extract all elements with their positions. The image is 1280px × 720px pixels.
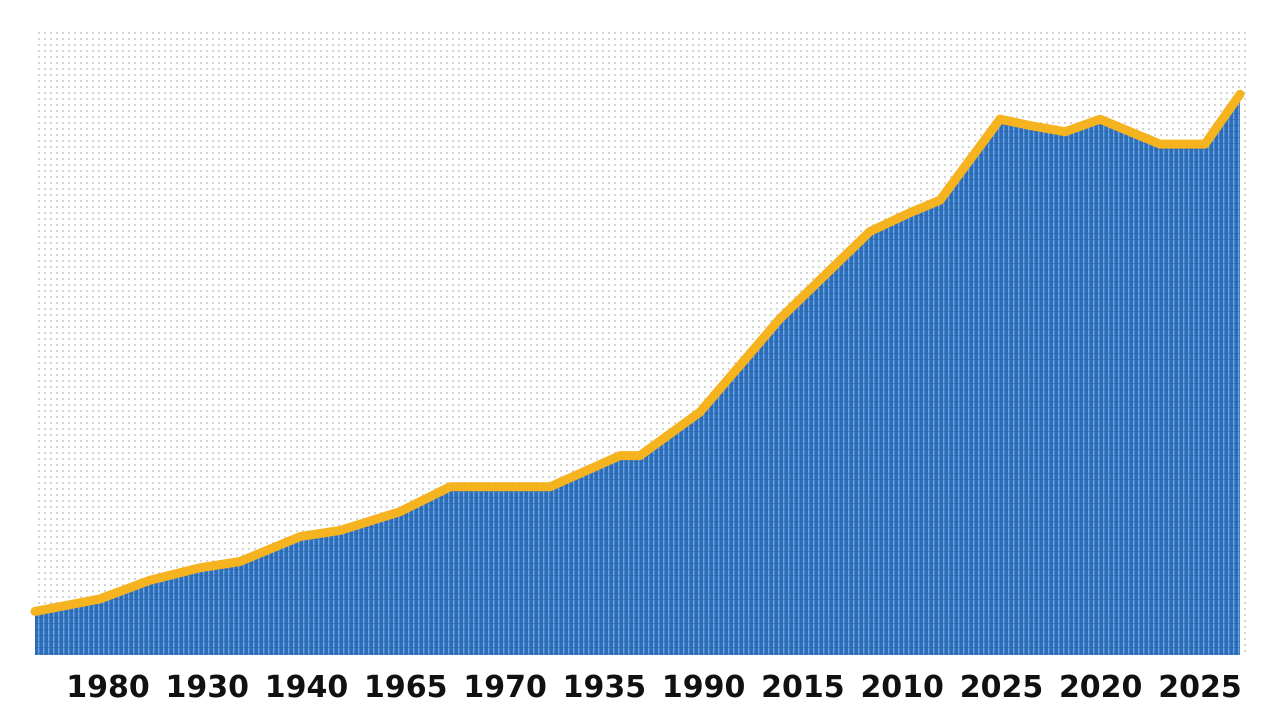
x-tick-label: 2025 — [960, 670, 1044, 705]
x-axis-tick-labels: 1980 1930 1940 1965 1970 1935 1990 2015 2010 2025… — [66, 670, 1242, 705]
x-tick-label: 2010 — [860, 670, 944, 705]
x-tick-label: 1965 — [364, 670, 448, 705]
x-tick-label: 1970 — [463, 670, 547, 705]
x-tick-label: 2020 — [1059, 670, 1143, 705]
x-tick-label: 2025 — [1158, 670, 1242, 705]
x-tick-label: 1990 — [662, 670, 746, 705]
area-fill — [35, 94, 1240, 656]
x-tick-label: 1930 — [166, 670, 250, 705]
x-tick-label: 1940 — [265, 670, 349, 705]
x-tick-label: 2015 — [761, 670, 845, 705]
series-line — [30, 89, 1245, 616]
x-tick-label: 1980 — [66, 670, 150, 705]
x-tick-label: 1935 — [563, 670, 647, 705]
